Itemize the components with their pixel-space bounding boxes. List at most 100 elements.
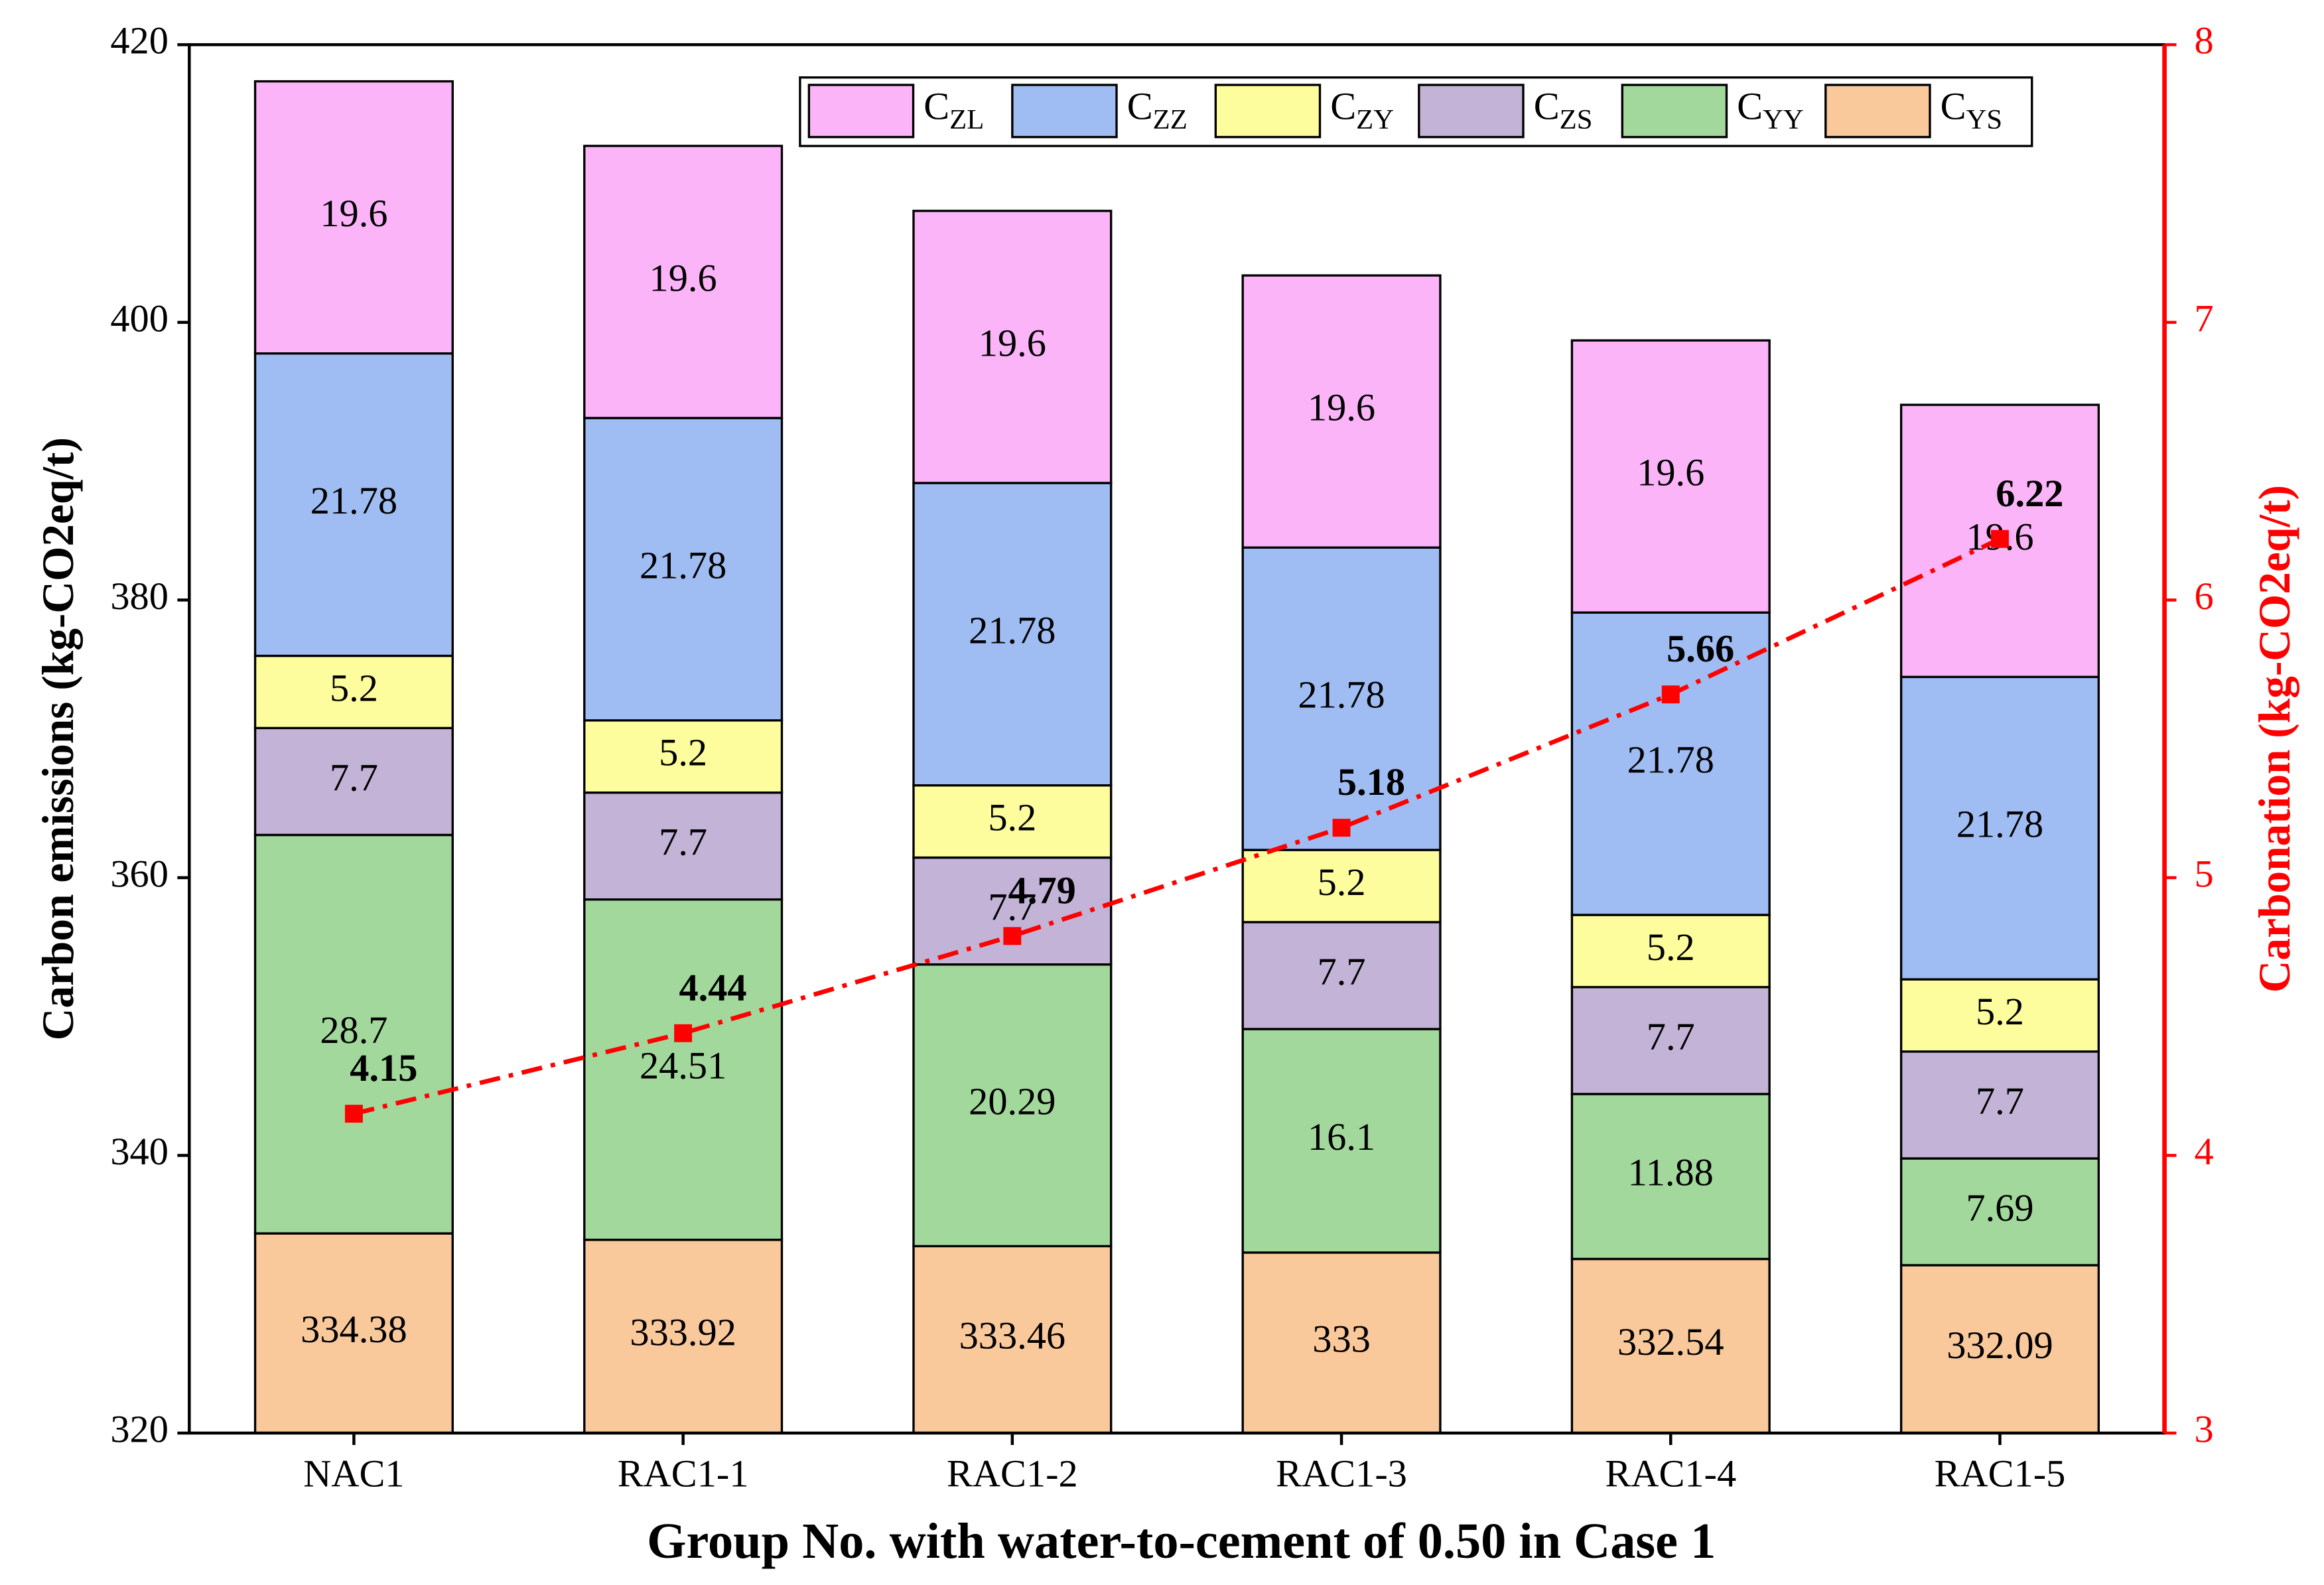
- bar-segment: [253, 1232, 454, 1434]
- data-label: 5.2: [659, 731, 707, 774]
- data-label: 7.7: [330, 756, 378, 799]
- data-label: 5.2: [988, 796, 1036, 839]
- marker: [344, 1105, 363, 1123]
- y-tick-label: 320: [110, 1407, 169, 1450]
- bar-segment: [1570, 1093, 1771, 1261]
- x-tick-label: RAC1-2: [947, 1452, 1078, 1495]
- line: [353, 537, 2001, 1116]
- y2-tick-label: 8: [2194, 19, 2213, 62]
- legend-swatch: [1824, 84, 1931, 139]
- data-label: 21.78: [310, 479, 397, 522]
- y-tick-label: 380: [110, 575, 169, 618]
- y-tick-label: 360: [110, 852, 169, 895]
- x-tick-label: RAC1-3: [1276, 1452, 1407, 1495]
- y2-tick-label: 6: [2194, 575, 2213, 618]
- bar-segment: [1570, 339, 1771, 614]
- data-label: 21.78: [1627, 738, 1714, 782]
- bar-segment: [583, 719, 784, 794]
- data-label: 4.15: [350, 1046, 417, 1089]
- bar-segment: [1241, 274, 1442, 549]
- data-label: 5.2: [1976, 990, 2024, 1033]
- data-label: 5.66: [1667, 627, 1734, 670]
- marker: [674, 1024, 693, 1042]
- data-label: 333.92: [630, 1311, 736, 1354]
- y-axis-title: Carbon emissions (kg-CO2eq/t): [33, 437, 83, 1040]
- data-label: 4.44: [679, 966, 746, 1009]
- data-label: 11.88: [1628, 1151, 1714, 1194]
- legend-swatch: [1214, 84, 1322, 139]
- data-label: 6.22: [1996, 472, 2063, 515]
- bar-segment: [253, 352, 454, 657]
- data-label: 5.2: [1647, 926, 1695, 969]
- bar-segment: [253, 726, 454, 837]
- bar-segment: [1570, 986, 1771, 1095]
- marker: [1332, 819, 1351, 837]
- data-label: 4.79: [1008, 868, 1076, 912]
- legend-swatch: [1621, 84, 1728, 139]
- data-label: 21.78: [1298, 673, 1385, 717]
- bar-segment: [253, 833, 454, 1235]
- x-tick-label: NAC1: [303, 1452, 404, 1495]
- y-tick-label: 420: [110, 19, 169, 62]
- y2-tick-label: 3: [2194, 1407, 2213, 1450]
- bar-segment: [1241, 1028, 1442, 1254]
- y2-tick-label: 7: [2194, 297, 2213, 340]
- bar-segment: [912, 963, 1113, 1247]
- legend-swatch: [1418, 84, 1525, 139]
- data-label: 24.51: [640, 1044, 726, 1087]
- data-label: 19.6: [320, 192, 387, 235]
- data-label: 334.38: [301, 1308, 407, 1351]
- data-label: 21.78: [640, 543, 726, 586]
- y-tick-label: 400: [110, 297, 169, 340]
- data-label: 333: [1312, 1317, 1371, 1360]
- y-tick-label: 340: [110, 1130, 169, 1173]
- y2-tick-label: 5: [2194, 852, 2213, 895]
- x-tick-label: RAC1-4: [1605, 1452, 1736, 1495]
- bar-segment: [583, 417, 784, 722]
- data-label: 332.54: [1617, 1320, 1724, 1363]
- bar-segment: [253, 654, 454, 730]
- data-label: 19.6: [979, 321, 1046, 364]
- bar-segment: [1241, 849, 1442, 924]
- bar-segment: [1899, 1157, 2100, 1267]
- data-label: 7.7: [1647, 1015, 1695, 1058]
- bar-segment: [1241, 921, 1442, 1030]
- marker: [1991, 529, 2009, 548]
- bar-segment: [583, 898, 784, 1241]
- bar-segment: [1570, 914, 1771, 989]
- data-label: 7.7: [1318, 950, 1366, 993]
- bar-segment: [912, 856, 1113, 966]
- data-label: 7.7: [659, 821, 707, 864]
- legend-swatch: [807, 84, 915, 139]
- data-label: 7.69: [1966, 1186, 2033, 1229]
- data-label: 19.6: [649, 256, 717, 299]
- bar-segment: [912, 784, 1113, 859]
- marker: [1661, 685, 1680, 704]
- data-label: 19.6: [1308, 386, 1375, 429]
- bar-segment: [583, 791, 784, 901]
- y2-tick-label: 4: [2194, 1130, 2213, 1173]
- data-label: 5.2: [330, 666, 378, 709]
- bar-segment: [1899, 675, 2100, 981]
- bar-segment: [583, 145, 784, 419]
- data-label: 19.6: [1637, 451, 1704, 494]
- bar-segment: [912, 1245, 1113, 1434]
- bar-segment: [912, 210, 1113, 484]
- data-label: 7.7: [988, 886, 1036, 929]
- data-label: 333.46: [959, 1314, 1065, 1357]
- data-label: 20.29: [969, 1079, 1056, 1123]
- data-label: 21.78: [1956, 803, 2043, 846]
- bar-segment: [912, 482, 1113, 787]
- bar-segment: [253, 80, 454, 355]
- data-label: 5.2: [1318, 861, 1366, 904]
- data-label: 332.09: [1947, 1324, 2053, 1367]
- x-tick-label: RAC1-1: [618, 1452, 749, 1495]
- data-label: 28.7: [320, 1008, 387, 1052]
- marker: [1003, 927, 1022, 945]
- x-tick-label: RAC1-5: [1935, 1452, 2066, 1495]
- data-label: 16.1: [1308, 1115, 1375, 1158]
- data-label: 5.18: [1337, 760, 1405, 803]
- x-axis-title: Group No. with water-to-cement of 0.50 i…: [647, 1513, 1716, 1569]
- data-label: 21.78: [969, 608, 1056, 652]
